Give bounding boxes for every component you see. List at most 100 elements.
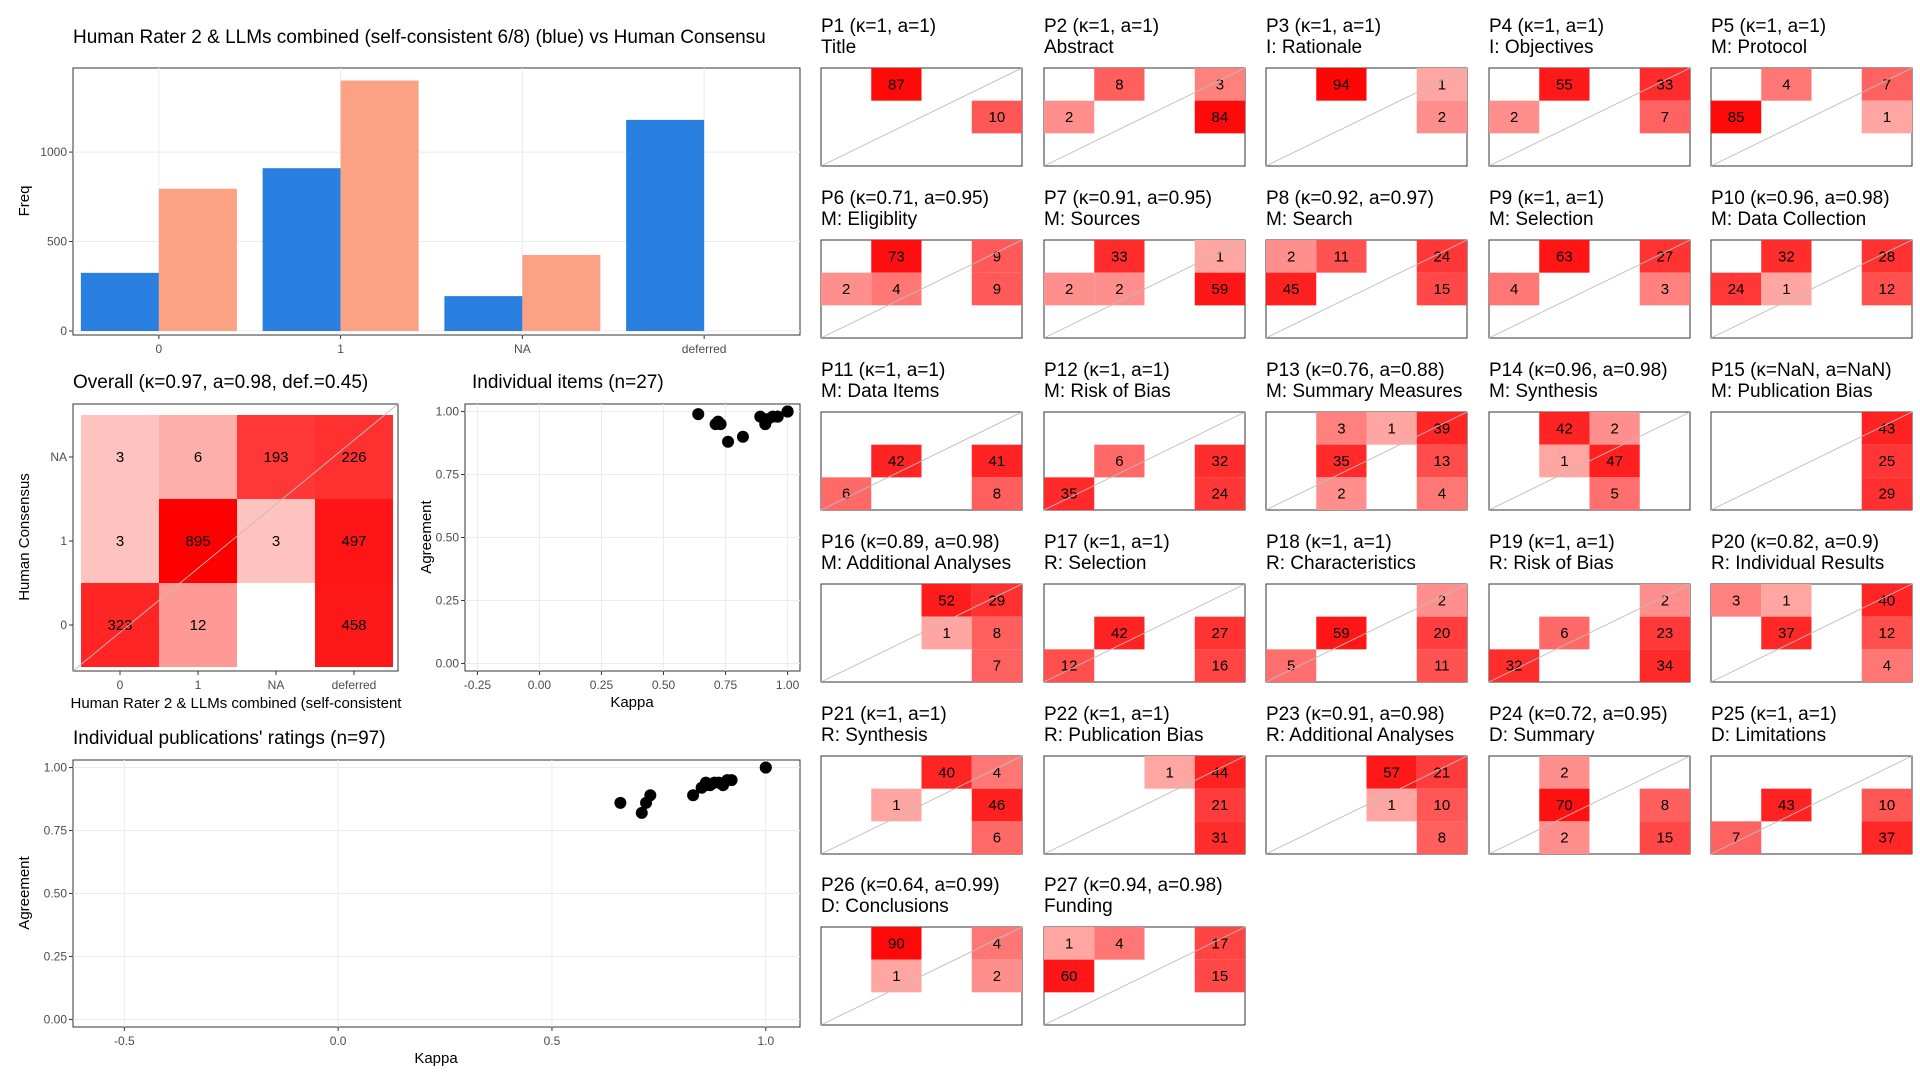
- facet-subtitle: D: Limitations: [1711, 725, 1826, 746]
- facet-cell: [1861, 616, 1912, 650]
- facet-cell: [1639, 821, 1690, 854]
- bar-xtick-label: 0: [156, 342, 163, 356]
- facet-panel-p25: P25 (κ=1, a=1)D: Limitations 43 10 7 37: [1710, 704, 1913, 855]
- facet-cell: [1639, 584, 1690, 617]
- facet-cell: [1316, 616, 1367, 650]
- items-scatter-point: [692, 408, 705, 421]
- items-scatter-xtick-label: 0.50: [652, 678, 676, 692]
- facet-subtitle: M: Publication Bias: [1711, 381, 1873, 402]
- items-scatter-ytick-label: 0.25: [436, 593, 460, 607]
- facet-cell: [871, 927, 922, 960]
- facet-cell: [1861, 272, 1912, 306]
- facet-cell: [1861, 584, 1912, 617]
- facet-panel-p10: P10 (κ=0.96, a=0.98)M: Data Collection 32…: [1710, 188, 1913, 339]
- facet-diagonal: [1488, 583, 1691, 683]
- facet-cell-value: 4: [1782, 76, 1790, 93]
- facet-cell: [971, 477, 1022, 510]
- facet-cell-value: 46: [989, 797, 1006, 814]
- publications-scatter-point: [635, 806, 648, 819]
- facet-panel-p4: P4 (κ=1, a=1)I: Objectives 55 33 2 7: [1488, 16, 1691, 167]
- facet-cell: [971, 649, 1022, 682]
- facet-panel-p19: P19 (κ=1, a=1)R: Risk of Bias 2 6 23 32 34: [1488, 532, 1691, 683]
- facet-diagonal: [1043, 411, 1246, 511]
- facet-cell-value: 8: [1115, 76, 1123, 93]
- facet-cell-value: 2: [1560, 830, 1568, 847]
- facet-panel-p3: P3 (κ=1, a=1)I: Rationale 94 1 2: [1265, 16, 1468, 167]
- publications-scatter-xtick-label: 1.0: [757, 1034, 774, 1048]
- facet-cell-value: 4: [1115, 935, 1123, 952]
- facet-diagonal: [1710, 239, 1913, 339]
- facet-cell-value: 3: [1337, 420, 1345, 437]
- facet-cell-value: 4: [892, 281, 900, 298]
- facet-cell-value: 23: [1657, 625, 1674, 642]
- facet-diagonal: [820, 411, 1023, 511]
- facet-cell-value: 5: [1287, 658, 1295, 675]
- items-scatter-ylabel: Agreement: [418, 499, 435, 573]
- facet-cell: [1761, 68, 1812, 101]
- overall-ytick-label: 1: [60, 534, 67, 548]
- bar-deferred-series-1: [626, 119, 705, 331]
- facet-cell-value: 2: [1661, 592, 1669, 609]
- facet-cell-value: 43: [1778, 797, 1795, 814]
- overall-cell: [315, 499, 393, 583]
- items-scatter-xtick-label: 0.25: [590, 678, 614, 692]
- facet-diagonal: [1265, 239, 1468, 339]
- facet-diagonal: [1043, 67, 1246, 167]
- facet-subtitle: M: Risk of Bias: [1044, 381, 1171, 402]
- items-scatter-point: [722, 435, 735, 448]
- facet-cell: [1861, 240, 1912, 273]
- facet-cell-value: 8: [993, 625, 1001, 642]
- facet-cell: [1539, 788, 1590, 822]
- facet-title: P13 (κ=0.76, a=0.88): [1266, 360, 1445, 381]
- facet-cell: [1639, 649, 1690, 682]
- facet-cell-value: 40: [1879, 592, 1896, 609]
- facet-cell: [921, 756, 972, 789]
- facet-cell-value: 2: [1610, 420, 1618, 437]
- overall-cell-value: 12: [190, 617, 207, 634]
- facet-subtitle: Title: [821, 37, 856, 58]
- facet-cell: [1639, 616, 1690, 650]
- facet-subtitle: M: Data Collection: [1711, 209, 1866, 230]
- facet-cell: [921, 616, 972, 650]
- facet-subtitle: M: Search: [1266, 209, 1353, 230]
- facet-title: P18 (κ=1, a=1): [1266, 532, 1392, 553]
- facet-title: P12 (κ=1, a=1): [1044, 360, 1170, 381]
- facet-cell-value: 45: [1283, 281, 1300, 298]
- facet-diagonal: [1488, 239, 1691, 339]
- facet-cell-value: 57: [1383, 764, 1400, 781]
- facet-cell: [1366, 756, 1417, 789]
- facet-cell-value: 1: [1387, 420, 1395, 437]
- facet-cell: [1539, 412, 1590, 445]
- facet-cell: [1489, 649, 1540, 682]
- items-scatter-xlabel: Kappa: [610, 694, 654, 711]
- facet-cell-value: 10: [1879, 797, 1896, 814]
- facet-cell: [1416, 584, 1467, 617]
- facet-cell-value: 2: [1065, 281, 1073, 298]
- facet-cell-value: 52: [938, 592, 955, 609]
- facet-title: P3 (κ=1, a=1): [1266, 16, 1381, 37]
- facet-panel-p20: P20 (κ=0.82, a=0.9)R: Individual Results…: [1710, 532, 1913, 683]
- facet-cell: [971, 821, 1022, 854]
- facet-cell-value: 16: [1212, 658, 1229, 675]
- facet-diagonal: [1043, 583, 1246, 683]
- publications-scatter-ytick-label: 0.50: [44, 887, 68, 901]
- facet-cell: [1639, 68, 1690, 101]
- facet-cell: [1416, 272, 1467, 306]
- facet-diagonal: [1265, 755, 1468, 855]
- facet-cell-value: 7: [1883, 76, 1891, 93]
- facet-cell: [1194, 616, 1245, 650]
- facet-cell: [871, 68, 922, 101]
- bar-chart-title: Human Rater 2 & LLMs combined (self-cons…: [73, 27, 766, 48]
- facet-cell-value: 85: [1728, 109, 1745, 126]
- overall-heatmap-diagonal: [72, 403, 399, 672]
- facet-cell: [1194, 272, 1245, 306]
- facet-cell: [1044, 927, 1095, 960]
- facet-cell: [1094, 927, 1145, 960]
- facet-subtitle: D: Summary: [1489, 725, 1595, 746]
- facet-panel-p12: P12 (κ=1, a=1)M: Risk of Bias 6 32 35 24: [1043, 360, 1246, 511]
- facet-cell: [1761, 240, 1812, 273]
- facet-cell: [821, 272, 872, 306]
- facet-cell-value: 1: [1216, 248, 1224, 265]
- bar-0-series-2: [158, 188, 237, 331]
- facet-cell-value: 34: [1657, 658, 1674, 675]
